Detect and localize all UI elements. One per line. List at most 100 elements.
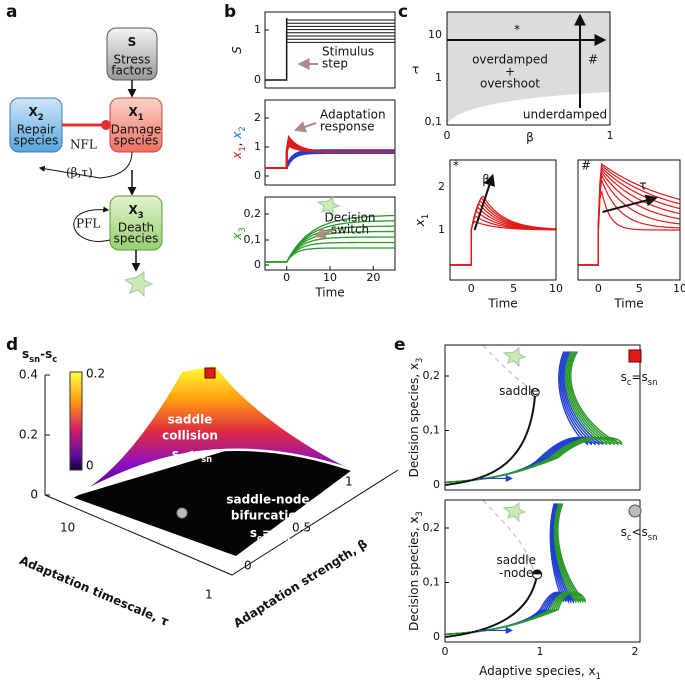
annotation: step — [322, 57, 348, 71]
x1-trajectory — [578, 164, 681, 266]
plot-frame — [446, 11, 611, 126]
z-tick-label: 0 — [30, 488, 38, 502]
x1-trajectory — [450, 195, 557, 266]
underdamped-region — [447, 92, 610, 125]
text-part: c — [257, 533, 262, 543]
annotation: response — [320, 120, 375, 134]
trajectory — [444, 351, 612, 483]
text-part: 2 — [38, 112, 44, 122]
x2-trajectory — [265, 151, 395, 169]
region-label: saddle — [168, 413, 213, 427]
loop-label: NFL — [70, 138, 97, 152]
x1-trajectory — [450, 206, 557, 266]
region-label: overshoot — [480, 77, 540, 91]
annotation: Decision — [324, 211, 375, 225]
y-axis-label: Decision species, x3 — [407, 511, 424, 631]
y-axis-label: x3 — [230, 227, 247, 240]
text-part: X — [128, 203, 138, 217]
x-tick-label: 2 — [632, 645, 639, 658]
trajectory — [444, 351, 604, 483]
text-part: sn — [648, 532, 658, 542]
x1-trajectory — [265, 143, 395, 169]
region-condition: sc=ssn — [250, 526, 290, 543]
arrow — [38, 151, 133, 179]
text-part: s — [22, 347, 29, 361]
text-part: X — [28, 105, 38, 119]
colorbar-tick-label: 0 — [86, 459, 94, 473]
plot-frame — [449, 159, 557, 281]
y-axis-label: S — [230, 46, 244, 54]
cell-icon — [123, 271, 154, 298]
text-part: <s — [631, 525, 647, 539]
x1-trajectory — [578, 168, 681, 266]
panel-label: b — [224, 2, 236, 22]
x-tick-label: 0 — [444, 129, 451, 142]
saddle-node-fill — [532, 569, 542, 575]
y-tick-label: 2 — [254, 111, 261, 124]
x-tick-label: 1 — [537, 645, 544, 658]
plot-frame — [577, 159, 681, 281]
x3-trajectory — [265, 236, 396, 263]
y-tick-label: 0,1 — [423, 576, 441, 589]
x3-trajectory — [265, 230, 396, 263]
y-tick-label: 0,2 — [244, 207, 262, 220]
text-part: x — [230, 131, 244, 140]
text-part: -s — [40, 347, 52, 361]
text-part: 3 — [237, 227, 247, 232]
beta-axis-label: Adaptation strength, β — [231, 536, 370, 630]
text-part: s — [621, 525, 627, 539]
text-part: x — [413, 218, 427, 227]
x1-trajectory — [578, 162, 681, 266]
text-part: sn — [648, 377, 658, 387]
cell-icon — [502, 501, 527, 523]
stable-branch — [444, 392, 537, 486]
y-tick-label: 0 — [254, 169, 261, 182]
y-tick-label: 1 — [254, 23, 261, 36]
text-part: 1 — [138, 112, 144, 122]
node-text: factors — [111, 64, 152, 78]
text-part: 2 — [237, 126, 247, 131]
y-tick-label: 1 — [435, 71, 442, 84]
cell-icon — [502, 346, 527, 368]
arrow-label: β — [482, 173, 490, 187]
red-square — [628, 349, 642, 363]
marker-label: # — [581, 159, 591, 173]
text-part: =s — [631, 370, 647, 384]
text-part: x — [230, 232, 244, 241]
x-tick-label: 5 — [636, 282, 643, 295]
text-part: c — [52, 354, 57, 364]
x1-trajectory — [578, 179, 681, 266]
x1-trajectory — [265, 141, 396, 169]
x-tick-label: 1 — [607, 129, 614, 142]
x-axis-label: Adaptive species, x1 — [479, 664, 601, 681]
bifurcation-curve — [71, 448, 353, 499]
panel-label: c — [398, 2, 408, 22]
text-part: 3 — [138, 210, 144, 220]
region-label: bifurcation — [231, 509, 305, 523]
y-tick-label: 0 — [254, 73, 261, 86]
point-label: -node — [499, 566, 533, 580]
x1-trajectory — [578, 166, 681, 266]
annotation: Adaptation — [320, 108, 386, 122]
y-tick-label: 0,1 — [244, 233, 262, 246]
x-tick-label: 10 — [673, 282, 685, 295]
arrow-label: τ — [639, 179, 646, 193]
node-symbol: X2 — [28, 105, 43, 122]
x-tick-label: 0 — [283, 271, 290, 284]
red-square — [204, 367, 216, 379]
x3-trajectory — [265, 220, 396, 263]
text-part: X — [128, 105, 138, 119]
x-tick-label: 5 — [510, 282, 517, 295]
x2-trajectory — [265, 151, 395, 169]
plot-frame — [264, 11, 396, 89]
text-part: c — [179, 454, 184, 464]
saddle-point — [530, 387, 540, 397]
x3-trajectory — [265, 214, 396, 263]
x1-trajectory — [578, 170, 681, 266]
x-tick-label: 20 — [366, 271, 380, 284]
condition-label: sc=ssn — [621, 370, 658, 387]
z-tick-label: 0.4 — [19, 368, 38, 382]
y-tick-label: 10 — [428, 28, 442, 41]
gray-dot — [628, 504, 642, 518]
panel-label: d — [6, 335, 18, 355]
